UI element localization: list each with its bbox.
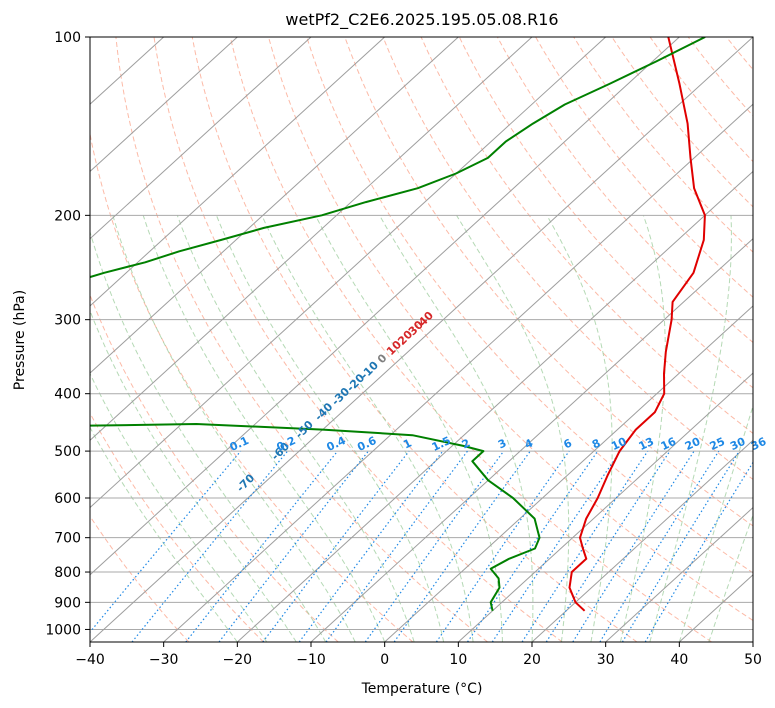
mixing-ratio-line	[90, 450, 242, 634]
isotherm-label: -90	[0, 0, 10, 3]
dry-adiabat-line	[115, 37, 488, 642]
isotherm-gridline	[90, 37, 753, 642]
mixing-ratio-line	[218, 450, 369, 642]
x-tick-label: −30	[149, 652, 179, 668]
isotherm-label: -100	[0, 0, 14, 3]
isotherm-gridline	[90, 37, 386, 307]
mixing-ratio-line	[621, 450, 740, 642]
dewpoint-profile-line	[90, 37, 706, 612]
y-tick-label: 900	[54, 595, 81, 611]
isotherms	[90, 37, 753, 642]
x-tick-label: 20	[523, 652, 541, 668]
mixing-ratio-line	[572, 450, 695, 642]
isotherm-gridline	[90, 37, 238, 173]
dry-adiabat-line	[306, 37, 753, 574]
temperature-profile-line	[568, 37, 706, 612]
isotherm-gridline	[457, 372, 753, 642]
mixing-ratio-label: 25	[708, 435, 727, 453]
moist-adiabat-line	[678, 404, 753, 642]
mixing-ratio-label: 30	[728, 435, 748, 453]
y-tick-label: 200	[54, 208, 81, 224]
mixing-ratio-lines	[90, 450, 753, 642]
x-axis-label: Temperature (°C)	[361, 681, 483, 697]
chart-title: wetPf2_C2E6.2025.195.05.08.R16	[285, 10, 558, 30]
mixing-ratio-line	[545, 450, 671, 642]
x-tick-label: 30	[597, 652, 615, 668]
y-tick-label: 800	[54, 565, 81, 581]
moist-adiabat-line	[215, 215, 445, 642]
sounding-profiles	[90, 37, 706, 612]
y-tick-label: 700	[54, 531, 81, 547]
mixing-ratio-label: 36	[749, 435, 769, 453]
dry-adiabat-line	[268, 37, 753, 622]
mixing-ratio-label: 13	[637, 435, 656, 453]
x-tick-label: 0	[380, 652, 389, 668]
dry-adiabat-line	[90, 293, 339, 642]
dry-adiabat-line	[458, 37, 753, 389]
isotherm-gridline	[605, 506, 753, 642]
mixing-ratio-line	[364, 450, 505, 642]
x-tick-label: −10	[296, 652, 326, 668]
moist-adiabat-line	[546, 215, 613, 642]
moist-adiabat-line	[112, 215, 356, 642]
mixing-ratio-line	[644, 461, 753, 642]
x-tick-label: −20	[223, 652, 253, 668]
dry-adiabat-line	[535, 37, 753, 298]
y-tick-label: 500	[54, 444, 81, 460]
isotherm-gridline	[531, 439, 753, 642]
isotherm-gridline	[90, 37, 680, 576]
y-axis-label: Pressure (hPa)	[12, 290, 28, 390]
moist-adiabat-line	[90, 309, 297, 642]
moist-adiabat-line	[314, 215, 503, 642]
isotherm-gridline	[384, 305, 753, 642]
dry-adiabat-line	[382, 37, 753, 481]
y-tick-label: 300	[54, 313, 81, 329]
y-tick-label: 100	[54, 30, 81, 46]
isotherm-gridline	[90, 37, 312, 240]
moist-adiabat-line	[261, 215, 474, 642]
dry-adiabat-line	[229, 37, 712, 642]
x-tick-label: −40	[75, 652, 105, 668]
isotherm-gridline	[310, 237, 753, 642]
mixing-ratio-line	[599, 450, 720, 642]
isotherm-gridline	[90, 37, 533, 442]
x-tick-label: 50	[744, 652, 762, 668]
moist-adiabat-line	[649, 215, 732, 642]
isotherm-gridline	[90, 37, 607, 509]
mixing-ratio-line	[262, 450, 410, 642]
isotherm-label: -80	[0, 0, 10, 3]
plot-frame	[89, 36, 754, 643]
mixing-ratio-line	[467, 450, 599, 642]
y-tick-label: 1000	[45, 622, 81, 638]
isotherm-gridline	[163, 103, 753, 642]
moist-adiabat-line	[142, 215, 386, 642]
isotherm-gridline	[236, 170, 753, 642]
axis-ticks: −40 −30 −20 −10 0 10 20 30 40 50 100 200 300 400 500 60…	[45, 30, 762, 668]
dry-adiabat-line	[344, 37, 753, 527]
mixing-ratio-line	[131, 450, 289, 642]
isotherm-gridline	[90, 37, 459, 374]
mixing-ratio-label: 10	[609, 435, 629, 453]
y-tick-label: 400	[54, 387, 81, 403]
moist-adiabats	[90, 215, 753, 642]
y-tick-label: 600	[54, 491, 81, 507]
dry-adiabat-line	[90, 515, 190, 642]
moist-adiabat-line	[90, 230, 327, 642]
plot-area	[90, 37, 753, 642]
moist-adiabat-line	[176, 215, 415, 642]
dry-adiabat-line	[191, 37, 638, 642]
dry-adiabat-line	[496, 37, 753, 344]
x-tick-label: 10	[449, 652, 467, 668]
mixing-ratio-line	[393, 450, 531, 642]
mixing-ratio-line	[185, 450, 339, 642]
dry-adiabat-line	[90, 131, 414, 642]
mixing-ratio-label: 20	[683, 435, 703, 453]
mixing-ratio-label: 16	[659, 435, 679, 453]
x-tick-label: 40	[670, 652, 688, 668]
isobars	[90, 37, 753, 630]
dry-adiabat-line	[649, 37, 753, 163]
